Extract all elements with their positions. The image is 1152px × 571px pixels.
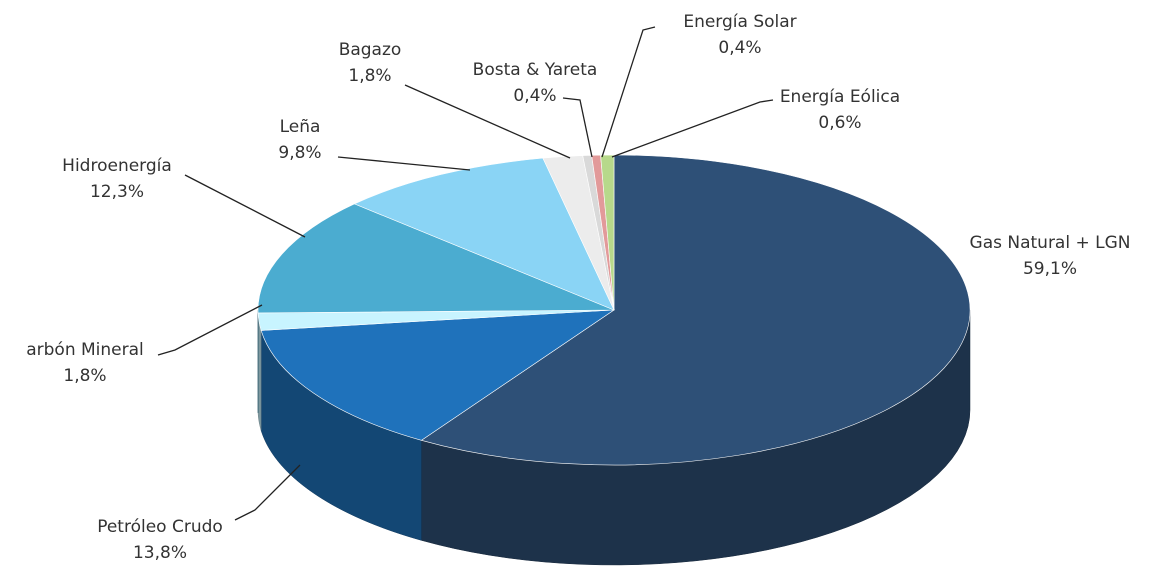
- pie-slice: [600, 154, 615, 311]
- slice-value-label: 9,8%: [278, 143, 321, 163]
- pie-slice: [420, 154, 971, 466]
- slice-value-label: 1,8%: [348, 66, 391, 86]
- slice-label: Energía Eólica: [780, 87, 900, 107]
- slice-value-label: 13,8%: [133, 543, 187, 563]
- leader-line: [337, 156, 471, 171]
- slice-label: Leña: [280, 117, 321, 137]
- leader-line: [562, 97, 593, 158]
- slice-side: [257, 312, 262, 431]
- slice-label: Bosta & Yareta: [473, 60, 598, 80]
- leader-line: [404, 84, 571, 159]
- leader-line: [611, 99, 774, 158]
- slice-value-label: 1,8%: [63, 366, 106, 386]
- slice-value-label: 59,1%: [1023, 259, 1077, 279]
- pie-slice: [353, 157, 615, 311]
- pie-slice: [260, 309, 616, 441]
- slice-value-label: 12,3%: [90, 182, 144, 202]
- leader-line: [184, 174, 306, 238]
- slice-label: Hidroenergía: [62, 156, 172, 176]
- slice-label: Gas Natural + LGN: [970, 233, 1131, 253]
- pie-slice: [257, 203, 615, 314]
- slice-value-label: 0,4%: [718, 38, 761, 58]
- slice-label: arbón Mineral: [26, 340, 144, 360]
- slice-label: Energía Solar: [683, 12, 796, 32]
- leader-line: [601, 26, 656, 158]
- slice-label: Petróleo Crudo: [97, 517, 223, 537]
- slice-value-label: 0,6%: [818, 113, 861, 133]
- slice-value-label: 0,4%: [513, 86, 556, 106]
- leader-line: [234, 464, 301, 521]
- slice-label: Bagazo: [339, 40, 402, 60]
- leader-line: [157, 304, 263, 356]
